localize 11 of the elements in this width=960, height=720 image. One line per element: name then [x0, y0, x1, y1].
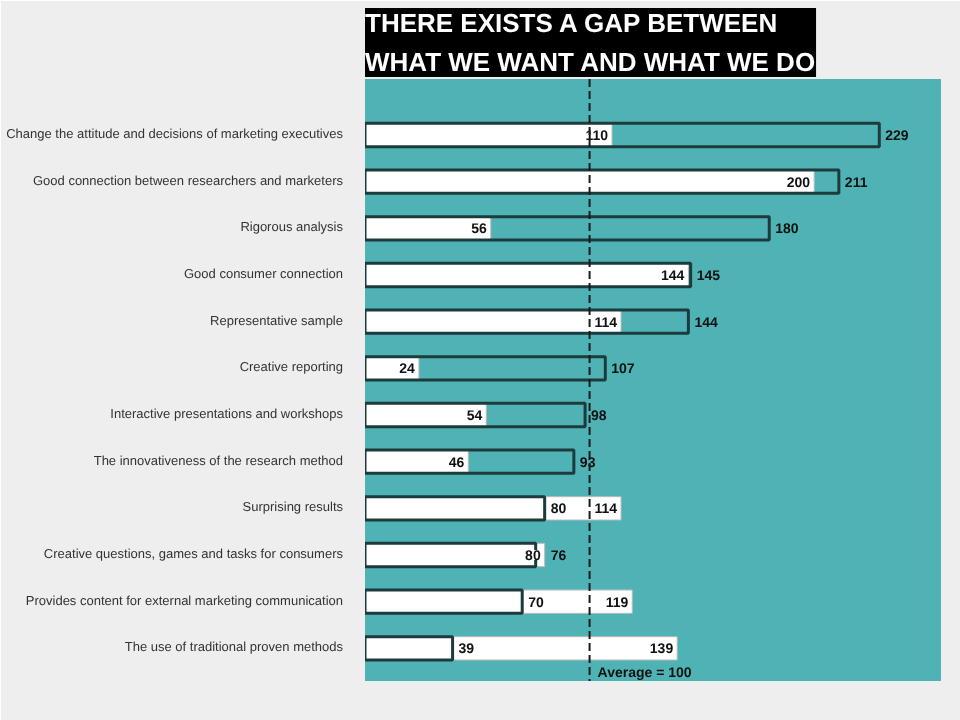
bar [365, 495, 547, 522]
bar [365, 215, 771, 242]
bar [365, 448, 576, 475]
bar [365, 121, 881, 149]
bar [365, 355, 607, 382]
chart-title: THERE EXISTS A GAP BETWEEN WHAT WE WANT AND WHAT WE DO [365, 8, 816, 77]
bar [365, 308, 690, 335]
bar [365, 635, 455, 662]
bar [365, 401, 587, 429]
bar [365, 636, 678, 661]
bar [365, 588, 524, 615]
